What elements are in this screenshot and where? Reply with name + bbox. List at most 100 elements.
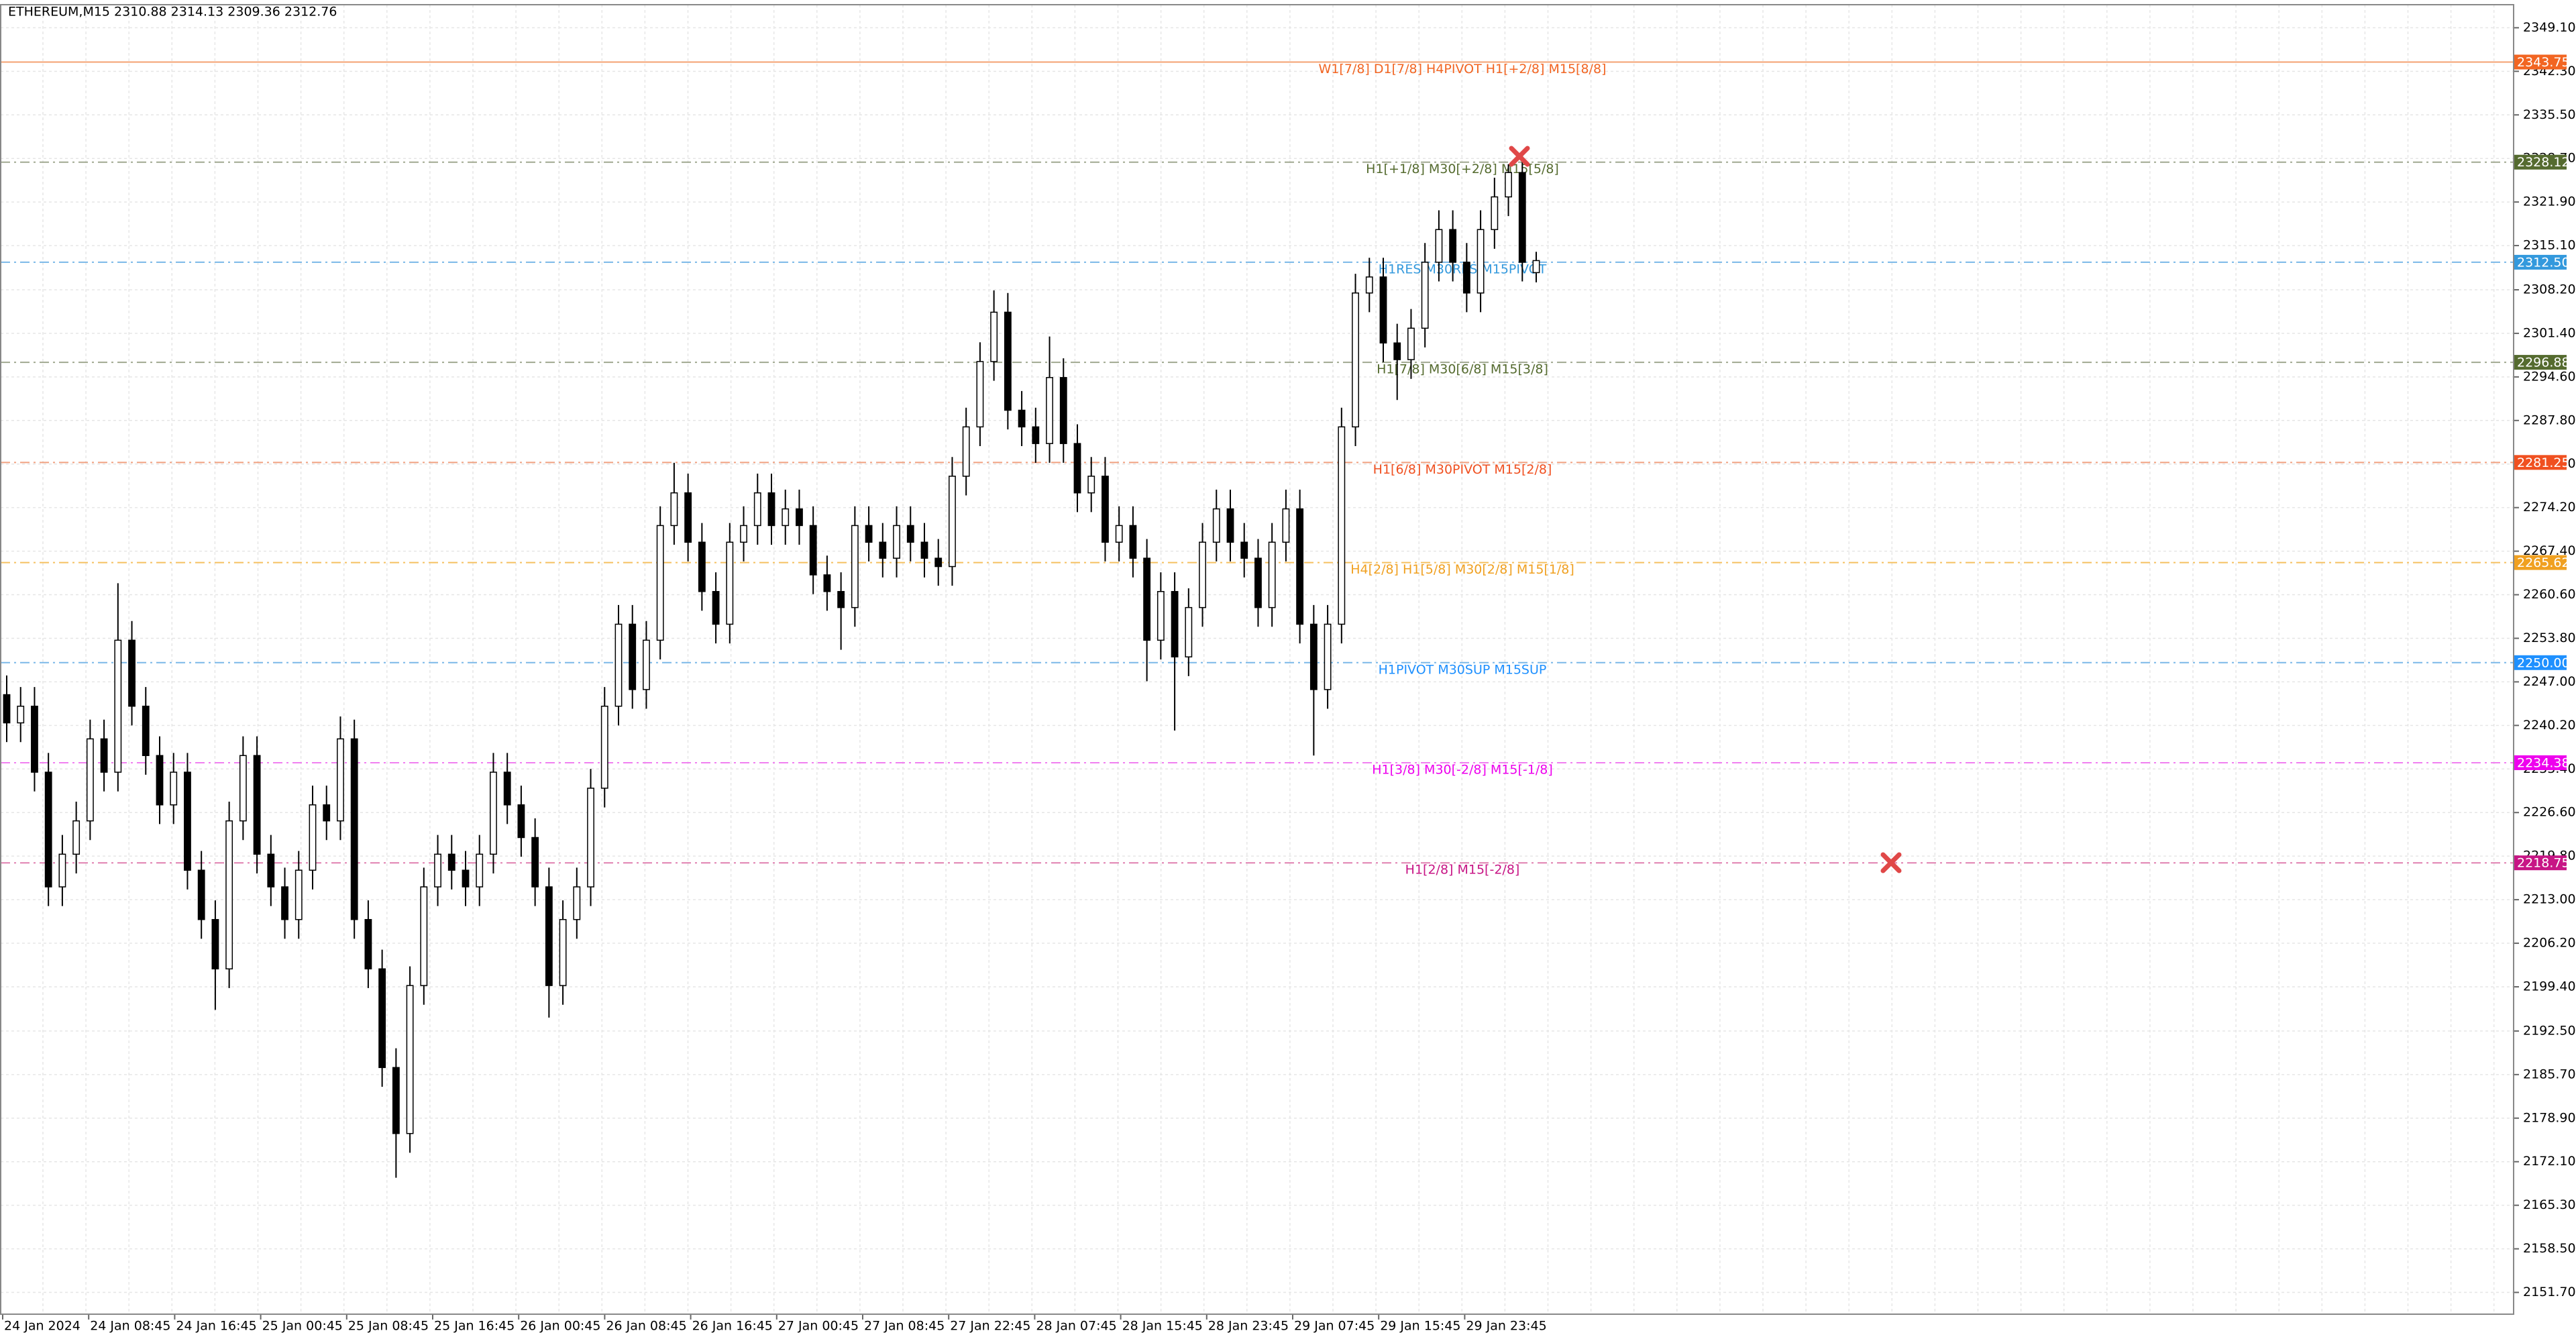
price-box — [2514, 755, 2567, 770]
candle-body — [476, 853, 484, 888]
price-box — [2514, 254, 2567, 270]
candle-body — [503, 771, 511, 806]
x-tick-label: 24 Jan 08:45 — [90, 1319, 170, 1334]
candle-body — [809, 525, 817, 576]
y-tick-label: 2185.70 — [2523, 1067, 2576, 1081]
candle-body — [1407, 327, 1415, 360]
candle-body — [364, 918, 372, 970]
candle-body — [698, 541, 706, 592]
y-tick-label: 2206.20 — [2523, 936, 2576, 951]
candle-body — [879, 541, 887, 559]
candle-body — [323, 804, 331, 822]
candle-body — [1491, 196, 1499, 230]
y-tick-label: 2267.40 — [2523, 543, 2576, 558]
y-tick-label: 2321.90 — [2523, 195, 2576, 209]
candle-body — [1435, 229, 1443, 263]
candle-body — [712, 591, 720, 625]
plot-border — [0, 4, 2514, 1315]
price-box-label: 2218.75 — [2517, 856, 2570, 871]
price-box — [2514, 355, 2567, 370]
candle-body — [782, 508, 790, 527]
candle-body — [142, 705, 150, 756]
y-tick-label: 2349.10 — [2523, 20, 2576, 35]
candle-body — [1073, 443, 1081, 494]
level-label: H1[+1/8] M30[+2/8] M15[5/8] — [1366, 162, 1559, 176]
candle-body — [100, 738, 108, 773]
candle-body — [1102, 476, 1109, 543]
x-tick-label: 27 Jan 00:45 — [778, 1319, 859, 1334]
price-box — [2514, 455, 2567, 470]
x-tick-label: 24 Jan 2024 — [4, 1319, 80, 1334]
x-tick-label: 29 Jan 23:45 — [1466, 1319, 1546, 1334]
level-label: H1[6/8] M30PIVOT M15[2/8] — [1373, 462, 1552, 477]
candle-body — [1518, 172, 1526, 263]
price-box-label: 2328.12 — [2517, 155, 2570, 170]
candle-body — [893, 525, 900, 559]
candle-body — [684, 492, 692, 543]
x-tick-label: 25 Jan 16:45 — [434, 1319, 515, 1334]
candle-body — [1449, 229, 1457, 263]
candle-body — [823, 574, 831, 592]
candle-body — [1018, 409, 1026, 428]
candle-body — [44, 771, 52, 888]
candle-body — [3, 694, 11, 724]
y-tick-label: 2294.60 — [2523, 369, 2576, 384]
y-tick-label: 2260.60 — [2523, 587, 2576, 602]
price-box — [2514, 855, 2567, 871]
candle-body — [1185, 606, 1193, 657]
candle-body — [350, 738, 358, 920]
candle-body — [1296, 508, 1304, 625]
level-label: H1RES M30RES M15PIVOT — [1379, 262, 1547, 276]
candle-body — [1087, 476, 1095, 494]
y-tick-label: 2226.60 — [2523, 805, 2576, 820]
candle-body — [1282, 508, 1290, 543]
candle-body — [976, 361, 984, 428]
candle-body — [1199, 541, 1206, 608]
candle-body — [211, 918, 219, 970]
candle-body — [865, 525, 873, 543]
candle-body — [239, 755, 247, 822]
y-tick-label: 2335.50 — [2523, 107, 2576, 122]
x-tick-label: 28 Jan 23:45 — [1208, 1319, 1289, 1334]
candle-body — [170, 771, 178, 806]
candle-body — [545, 886, 553, 986]
candle-body — [31, 705, 38, 773]
candle-body — [1421, 262, 1429, 329]
candle-body — [934, 557, 943, 568]
candle-body — [1059, 377, 1067, 444]
candle-body — [796, 508, 803, 527]
y-tick-label: 2172.10 — [2523, 1154, 2576, 1169]
candle-body — [1505, 172, 1512, 198]
candle-body — [225, 820, 233, 970]
candle-body — [1393, 342, 1401, 360]
candle-body — [629, 623, 637, 690]
candle-body — [643, 639, 650, 690]
level-label: H1[2/8] M15[-2/8] — [1405, 863, 1520, 877]
axes: 2349.102342.302335.502328.702321.902315.… — [2, 20, 2576, 1334]
y-tick-label: 2192.50 — [2523, 1023, 2576, 1038]
candle-body — [1226, 508, 1234, 543]
candle-body — [670, 492, 678, 527]
candle-body — [1477, 229, 1485, 294]
y-tick-label: 2315.10 — [2523, 238, 2576, 253]
candle-body — [267, 853, 275, 888]
x-tick-label: 28 Jan 15:45 — [1122, 1319, 1203, 1334]
candle-body — [587, 788, 594, 888]
candle-body — [1379, 276, 1387, 343]
y-tick-label: 2247.00 — [2523, 674, 2576, 689]
candle-body — [447, 853, 455, 871]
y-tick-label: 2151.70 — [2523, 1285, 2576, 1299]
chart-title: ETHEREUM,M15 2310.88 2314.13 2309.36 231… — [8, 5, 337, 19]
x-tick-label: 25 Jan 08:45 — [348, 1319, 429, 1334]
candle-body — [1324, 623, 1332, 690]
candle-body — [406, 985, 414, 1134]
x-tick-label: 29 Jan 15:45 — [1380, 1319, 1460, 1334]
candle-body — [990, 311, 998, 362]
candle-body — [559, 918, 567, 986]
candle-body — [184, 771, 191, 871]
x-tick-label: 29 Jan 07:45 — [1294, 1319, 1375, 1334]
candle-body — [1365, 276, 1373, 294]
candle-body — [281, 886, 288, 920]
candle-body — [1240, 541, 1248, 559]
